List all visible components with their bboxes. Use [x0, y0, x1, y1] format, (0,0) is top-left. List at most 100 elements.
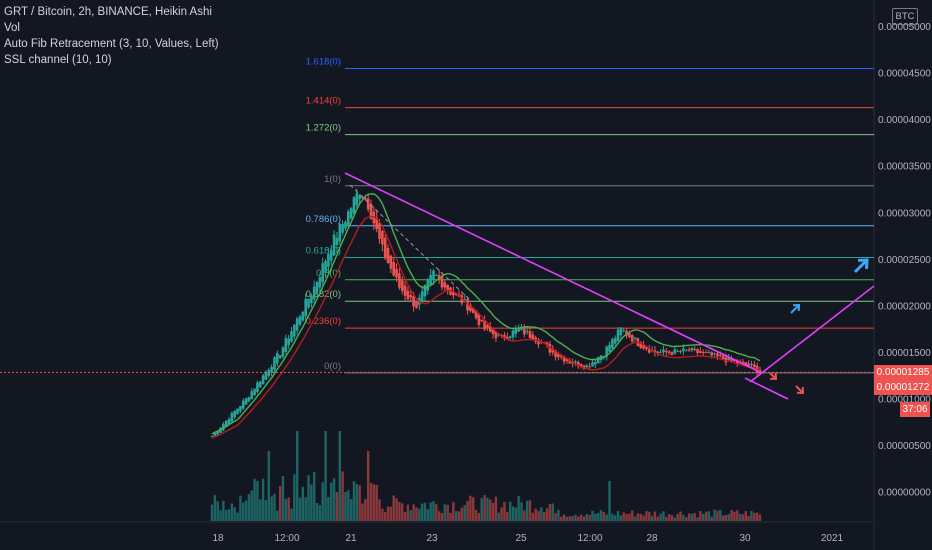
candle-body	[409, 294, 413, 298]
volume-bar	[301, 486, 305, 521]
candle-body	[537, 339, 540, 345]
volume-bar	[500, 507, 503, 521]
volume-bar	[523, 510, 526, 521]
candle-body	[315, 282, 319, 293]
candle-body	[369, 203, 373, 220]
candle-body	[684, 349, 688, 351]
volume-bar	[460, 507, 464, 521]
legend-ssl[interactable]: SSL channel (10, 10)	[4, 54, 112, 66]
volume-bar	[449, 512, 452, 521]
candle-body	[704, 352, 708, 354]
volume-bar	[514, 507, 518, 521]
legend-vol[interactable]: Vol	[4, 22, 20, 34]
volume-bar	[332, 478, 336, 521]
candle-body	[579, 364, 583, 367]
volume-bar	[358, 485, 361, 521]
candle-body	[574, 361, 577, 363]
volume-bar	[639, 514, 642, 521]
volume-bar	[426, 509, 429, 521]
volume-bar	[537, 510, 540, 521]
volume-bar	[233, 507, 236, 521]
candle-body	[676, 350, 679, 352]
volume-bar	[591, 510, 594, 521]
volume-bar	[690, 513, 694, 521]
legend-fib[interactable]: Auto Fib Retracement (3, 10, Values, Lef…	[4, 38, 219, 50]
legend-symbol[interactable]: GRT / Bitcoin, 2h, BINANCE, Heikin Ashi	[4, 6, 212, 18]
volume-bar	[389, 506, 393, 521]
low-price-tag: 0.00001272	[874, 380, 932, 396]
candle-body	[642, 344, 645, 349]
fib-level-label: 0.382(0)	[306, 289, 341, 300]
volume-bar	[665, 516, 668, 521]
volume-bar	[435, 504, 438, 521]
candle-body	[400, 280, 404, 291]
volume-bar	[585, 514, 588, 521]
volume-bar	[721, 515, 725, 521]
x-tick-label: 28	[646, 533, 658, 544]
currency-badge[interactable]: BTC	[892, 8, 918, 25]
candle-body	[483, 320, 486, 330]
volume-bar	[636, 513, 640, 521]
volume-bar	[349, 499, 353, 521]
volume-bar	[415, 507, 418, 521]
candle-body	[594, 361, 597, 365]
candle-body	[514, 329, 518, 334]
candle-body	[236, 408, 239, 415]
candle-body	[383, 237, 387, 259]
candle-body	[239, 406, 242, 412]
volume-bar	[758, 514, 762, 521]
volume-bar	[625, 513, 628, 521]
candle-body	[673, 349, 677, 354]
candle-body	[432, 270, 435, 280]
candle-body	[528, 331, 532, 338]
candle-body	[576, 362, 580, 367]
candle-body	[440, 276, 444, 288]
candle-body	[349, 208, 353, 219]
candle-body	[281, 347, 285, 357]
candle-body	[713, 353, 716, 355]
candle-body	[435, 274, 438, 276]
volume-bar	[716, 510, 719, 521]
volume-bar	[645, 511, 648, 521]
candle-body	[559, 355, 563, 358]
big-up-arrow-icon	[853, 258, 869, 274]
fib-level-label: 0(0)	[324, 361, 341, 372]
candle-body	[639, 342, 643, 348]
volume-bar	[719, 509, 722, 521]
candle-body	[378, 223, 381, 239]
volume-bar	[324, 431, 327, 521]
lower-trendline	[744, 377, 789, 400]
candle-body	[486, 324, 489, 328]
volume-bar	[491, 502, 495, 521]
volume-bar	[568, 516, 571, 521]
candle-body	[494, 331, 498, 339]
volume-bar	[446, 504, 449, 521]
candle-body	[718, 354, 722, 356]
candle-body	[667, 351, 671, 353]
volume-bar	[648, 511, 651, 521]
volume-bar	[261, 478, 265, 521]
volume-bar	[406, 504, 410, 521]
candle-body	[253, 388, 256, 396]
volume-bar	[733, 511, 736, 521]
candle-body	[523, 328, 526, 335]
x-tick-label: 30	[739, 533, 751, 544]
volume-bar	[702, 513, 705, 521]
candle-body	[398, 273, 401, 288]
volume-bar	[750, 510, 753, 521]
volume-bar	[679, 511, 682, 521]
candle-body	[565, 358, 569, 362]
volume-bar	[472, 497, 475, 521]
candle-body	[508, 336, 512, 338]
x-tick-label: 21	[345, 533, 357, 544]
candle-body	[233, 410, 237, 418]
volume-bar	[227, 509, 231, 521]
x-tick-label: 25	[515, 533, 527, 544]
volume-bar	[503, 501, 506, 521]
candle-body	[747, 363, 750, 367]
candle-body	[261, 375, 265, 385]
candle-body	[670, 352, 674, 356]
candle-body	[741, 361, 745, 363]
volume-bar	[307, 475, 310, 521]
